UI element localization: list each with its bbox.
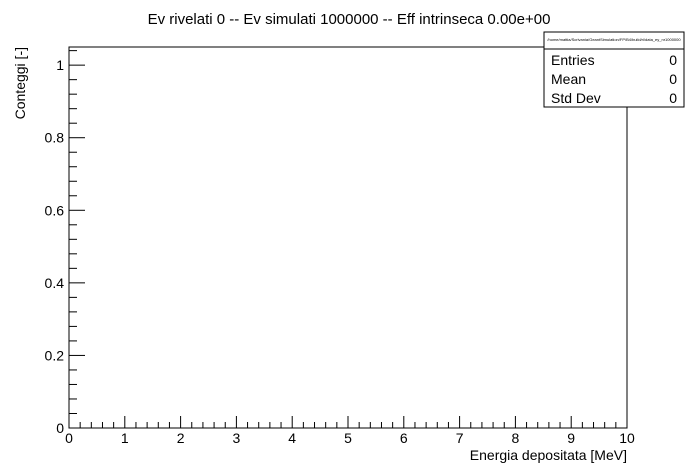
stats-entries-label: Entries: [551, 52, 595, 68]
x-tick-label: 3: [233, 430, 241, 446]
x-tick-label: 0: [65, 430, 73, 446]
x-tick-label: 9: [567, 430, 575, 446]
y-tick-label: 0.6: [45, 202, 65, 218]
x-tick-label: 1: [121, 430, 129, 446]
y-axis-label: Conteggi [-]: [12, 47, 28, 119]
chart-title: Ev rivelati 0 -- Ev simulati 1000000 -- …: [148, 11, 551, 28]
x-axis-label: Energia depositata [MeV]: [470, 447, 627, 463]
stats-mean-label: Mean: [551, 71, 586, 87]
stats-stddev-value: 0: [669, 90, 677, 106]
y-axis: 0 0.2 0.4 0.6 0.8 1: [45, 50, 85, 436]
stats-box-header: /home/mattia/Scrivania/GeantSimulation/F…: [547, 37, 681, 42]
x-tick-label: 2: [177, 430, 185, 446]
y-tick-label: 0: [56, 420, 64, 436]
y-tick-label: 0.4: [45, 275, 65, 291]
stats-mean-value: 0: [669, 71, 677, 87]
x-tick-label: 4: [288, 430, 296, 446]
y-tick-label: 1: [56, 57, 64, 73]
y-tick-label: 0.2: [45, 347, 65, 363]
x-tick-label: 6: [400, 430, 408, 446]
stats-stddev-label: Std Dev: [551, 90, 601, 106]
stats-box-frame: [543, 31, 685, 108]
x-axis: 0 1 2 3 4 5 6 7 8 9 10: [65, 416, 635, 446]
stats-box: /home/mattia/Scrivania/GeantSimulation/F…: [543, 31, 685, 108]
stats-entries-value: 0: [669, 52, 677, 68]
x-tick-label: 5: [344, 430, 352, 446]
x-tick-label: 8: [512, 430, 520, 446]
y-tick-label: 0.8: [45, 130, 65, 146]
x-tick-label: 10: [619, 430, 635, 446]
x-tick-label: 7: [456, 430, 464, 446]
